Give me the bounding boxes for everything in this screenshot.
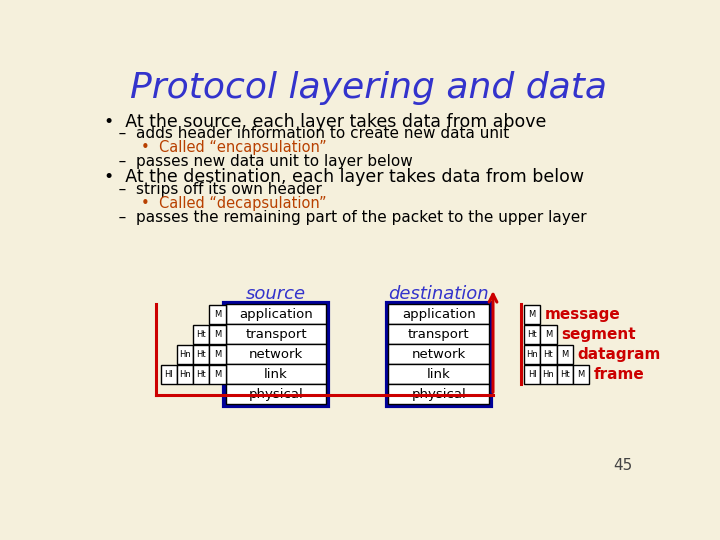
Text: M: M (577, 370, 585, 379)
Text: Ht: Ht (560, 370, 570, 379)
Bar (557, 365, 573, 383)
Text: M: M (214, 350, 221, 359)
Text: application: application (239, 308, 313, 321)
Bar (225, 304, 326, 325)
Text: Hl: Hl (528, 370, 536, 379)
Bar (193, 365, 210, 383)
Bar (388, 325, 489, 345)
Bar (225, 325, 326, 345)
Bar (387, 303, 490, 406)
Text: Hn: Hn (543, 370, 554, 379)
Bar (540, 345, 557, 363)
Bar (524, 365, 540, 383)
Text: Protocol layering and data: Protocol layering and data (130, 71, 608, 105)
Text: transport: transport (246, 328, 307, 341)
Text: Ht: Ht (197, 330, 206, 339)
Bar (388, 364, 489, 384)
Text: frame: frame (594, 367, 644, 382)
Bar (573, 365, 589, 383)
Text: source: source (246, 285, 306, 303)
Text: M: M (214, 370, 221, 379)
Text: Ht: Ht (197, 350, 206, 359)
Bar (524, 305, 540, 323)
Text: 45: 45 (613, 458, 632, 473)
Bar (210, 365, 225, 383)
Bar (388, 304, 489, 325)
Bar (193, 345, 210, 363)
Text: Ht: Ht (544, 350, 553, 359)
Text: M: M (545, 330, 552, 339)
Bar (225, 364, 326, 384)
Text: datagram: datagram (577, 347, 661, 362)
Bar (193, 325, 210, 343)
Text: M: M (214, 310, 221, 319)
Bar (225, 345, 326, 364)
Bar (557, 345, 573, 363)
Bar (224, 303, 328, 406)
Text: network: network (412, 348, 466, 361)
Bar (210, 325, 225, 343)
Text: link: link (427, 368, 451, 381)
Text: –  strips off its own header: – strips off its own header (104, 182, 322, 197)
Text: segment: segment (561, 327, 636, 342)
Text: physical: physical (248, 388, 303, 401)
Bar (210, 305, 225, 323)
Text: Hl: Hl (164, 370, 173, 379)
Text: •  Called “decapsulation”: • Called “decapsulation” (104, 195, 327, 211)
Text: Hn: Hn (526, 350, 538, 359)
Bar (524, 325, 540, 343)
Text: Ht: Ht (197, 370, 206, 379)
Bar (177, 365, 193, 383)
Text: destination: destination (388, 285, 489, 303)
Text: M: M (528, 310, 536, 319)
Text: •  Called “encapsulation”: • Called “encapsulation” (104, 140, 327, 156)
Text: –  passes new data unit to layer below: – passes new data unit to layer below (104, 154, 413, 169)
Text: network: network (249, 348, 303, 361)
Bar (540, 365, 557, 383)
Text: transport: transport (408, 328, 469, 341)
Bar (225, 384, 326, 404)
Text: M: M (214, 330, 221, 339)
Text: •  At the destination, each layer takes data from below: • At the destination, each layer takes d… (104, 168, 584, 186)
Text: message: message (545, 307, 621, 322)
Text: •  At the source, each layer takes data from above: • At the source, each layer takes data f… (104, 112, 546, 131)
Bar (388, 345, 489, 364)
Bar (540, 325, 557, 343)
Text: link: link (264, 368, 288, 381)
Bar (210, 345, 225, 363)
Text: –  adds header information to create new data unit: – adds header information to create new … (104, 126, 509, 141)
Bar (161, 365, 177, 383)
Bar (524, 345, 540, 363)
Text: physical: physical (411, 388, 466, 401)
Text: Hn: Hn (179, 350, 191, 359)
Bar (388, 384, 489, 404)
Text: application: application (402, 308, 476, 321)
Text: Ht: Ht (527, 330, 537, 339)
Bar (177, 345, 193, 363)
Text: –  passes the remaining part of the packet to the upper layer: – passes the remaining part of the packe… (104, 210, 587, 225)
Text: M: M (561, 350, 568, 359)
Text: Hn: Hn (179, 370, 191, 379)
